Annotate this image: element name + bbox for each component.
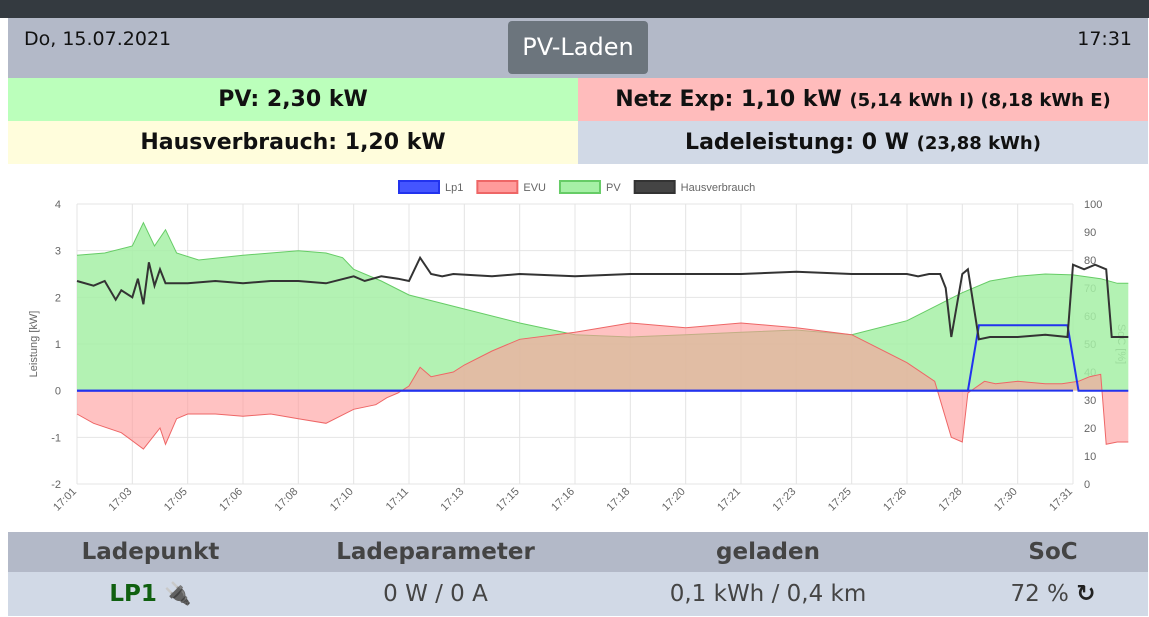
- header: Do, 15.07.2021 PV-Laden 17:31: [8, 18, 1148, 78]
- evu-line: [76, 322, 1129, 450]
- header-ladepunkt: Ladepunkt: [81, 539, 220, 565]
- loadpoint-header: Ladepunkt Ladeparameter geladen SoC: [8, 532, 1148, 572]
- grid-export-text: Netz Exp: 1,10 kW: [615, 87, 842, 112]
- legend-label-hausverbrauch: Hausverbrauch: [681, 182, 756, 194]
- x-tick-label: 17:26: [881, 486, 909, 514]
- x-tick-label: 17:08: [273, 486, 301, 514]
- legend-label-pv: PV: [606, 182, 621, 194]
- legend-swatch-hausverbrauch: [633, 180, 676, 194]
- y-tick-label: 2: [55, 292, 61, 304]
- loadpoint-soc-cell: 72 % ↻: [958, 572, 1148, 616]
- x-tick-label: 17:10: [328, 486, 356, 514]
- legend-label-evu: EVU: [523, 182, 546, 194]
- y-tick-label: 4: [55, 199, 61, 211]
- y-tick-label: 0: [55, 386, 61, 398]
- header-geladen: geladen: [716, 539, 820, 565]
- grid-export: Netz Exp: 1,10 kW (5,14 kWh I) (8,18 kWh…: [578, 78, 1148, 121]
- pv-power: PV: 2,30 kW: [8, 78, 578, 121]
- y2-tick-label: 80: [1084, 255, 1096, 267]
- y-tick-label: -1: [51, 432, 61, 444]
- grid-energy-detail: (5,14 kWh I) (8,18 kWh E): [849, 90, 1111, 111]
- x-tick-label: 17:16: [549, 486, 577, 514]
- time-label: 17:31: [1077, 28, 1132, 50]
- x-tick-label: 17:05: [162, 486, 190, 514]
- y-tick-label: 3: [55, 246, 61, 258]
- header-soc: SoC: [1028, 539, 1078, 565]
- loadpoint-row[interactable]: LP1 🔌 0 W / 0 A 0,1 kWh / 0,4 km 72 % ↻: [8, 572, 1148, 616]
- charge-mode-button[interactable]: PV-Laden: [508, 21, 648, 74]
- soc-value: 72 %: [1010, 581, 1069, 607]
- loadpoint-charged: 0,1 kWh / 0,4 km: [669, 581, 867, 607]
- header-ladeparameter: Ladeparameter: [336, 539, 535, 565]
- x-tick-label: 17:13: [439, 486, 467, 514]
- legend-label-lp1: Lp1: [445, 182, 463, 194]
- y2-tick-label: 0: [1084, 479, 1090, 491]
- pv-line: [76, 221, 1129, 338]
- y2-tick-label: 20: [1084, 423, 1096, 435]
- plug-icon: 🔌: [164, 582, 192, 607]
- x-tick-label: 17:15: [494, 486, 522, 514]
- power-chart-svg: -2-101234010203040506070809010017:0117:0…: [28, 180, 1129, 514]
- y-axis-label: Leistung [kW]: [28, 311, 40, 378]
- y2-tick-label: 10: [1084, 451, 1096, 463]
- date-label: Do, 15.07.2021: [24, 28, 172, 50]
- loadpoint-name[interactable]: LP1: [109, 581, 157, 607]
- y2-tick-label: 90: [1084, 227, 1096, 239]
- top-bar: [0, 0, 1149, 18]
- power-chart: -2-101234010203040506070809010017:0117:0…: [0, 170, 1149, 525]
- y-tick-label: -2: [51, 479, 61, 491]
- x-tick-label: 17:11: [384, 486, 411, 513]
- pv-power-text: PV: 2,30 kW: [218, 87, 368, 112]
- house-consumption: Hausverbrauch: 1,20 kW: [8, 121, 578, 164]
- charging-power: Ladeleistung: 0 W (23,88 kWh): [578, 121, 1148, 164]
- x-tick-label: 17:28: [937, 486, 965, 514]
- loadpoint-name-cell[interactable]: LP1 🔌: [8, 572, 293, 616]
- y2-tick-label: 100: [1084, 199, 1102, 211]
- legend-swatch-evu: [476, 180, 519, 194]
- lp1-line: [77, 324, 1129, 392]
- legend-swatch-lp1: [398, 180, 440, 194]
- house-consumption-text: Hausverbrauch: 1,20 kW: [140, 130, 446, 155]
- y2-tick-label: 30: [1084, 395, 1096, 407]
- x-tick-label: 17:25: [826, 486, 854, 514]
- loadpoint-params: 0 W / 0 A: [383, 581, 488, 607]
- legend-swatch-pv: [558, 180, 601, 194]
- y-tick-label: 1: [55, 339, 61, 351]
- x-tick-label: 17:20: [660, 486, 688, 514]
- x-tick-label: 17:23: [771, 486, 799, 514]
- x-tick-label: 17:03: [107, 486, 135, 514]
- hausverbrauch-line: [76, 255, 1129, 341]
- x-tick-label: 17:30: [992, 486, 1020, 514]
- x-tick-label: 17:06: [217, 486, 245, 514]
- x-tick-label: 17:18: [605, 486, 633, 514]
- charged-energy-detail: (23,88 kWh): [916, 133, 1041, 154]
- x-tick-label: 17:21: [715, 486, 743, 514]
- evu-area: [77, 323, 1129, 449]
- refresh-icon[interactable]: ↻: [1076, 581, 1096, 607]
- x-tick-label: 17:31: [1047, 486, 1075, 514]
- charging-power-text: Ladeleistung: 0 W: [685, 130, 909, 155]
